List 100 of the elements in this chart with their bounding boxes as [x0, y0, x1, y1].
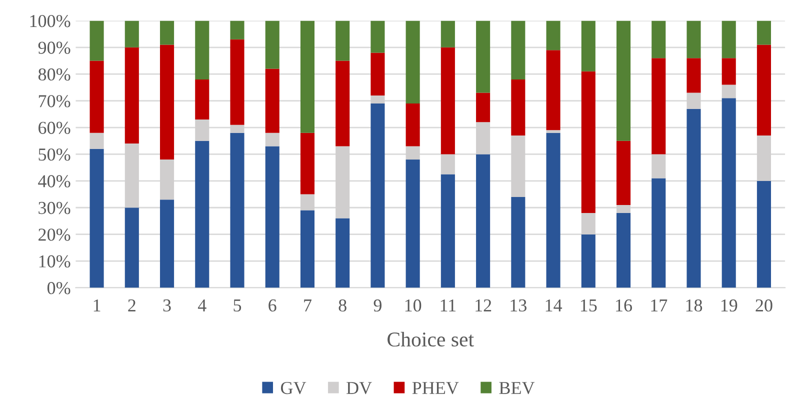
bar	[336, 60, 350, 146]
x-tick-label: 14	[546, 299, 562, 312]
y-tick-label: 10%	[39, 255, 70, 268]
bar	[440, 174, 455, 288]
bar	[686, 20, 701, 58]
legend-label: PHEV	[412, 382, 459, 394]
bar	[616, 212, 631, 288]
bar	[686, 58, 701, 93]
bar	[90, 132, 104, 149]
bar	[652, 58, 666, 154]
bar	[546, 132, 560, 288]
bar	[406, 160, 420, 288]
y-tick-label: 80%	[38, 68, 70, 81]
bar	[265, 68, 280, 133]
bar	[265, 20, 280, 69]
bar	[722, 20, 736, 58]
x-tick-label: 19	[721, 299, 738, 312]
bar	[756, 20, 771, 45]
bar	[511, 20, 526, 80]
bar	[336, 20, 350, 61]
bar	[195, 79, 210, 120]
bar	[300, 132, 314, 194]
bar	[300, 210, 314, 288]
bar	[722, 84, 736, 98]
bar	[370, 20, 385, 53]
bar	[722, 98, 736, 288]
y-tick-label: 90%	[38, 42, 70, 54]
bar	[160, 200, 174, 288]
bar	[652, 20, 666, 58]
bar	[265, 132, 280, 146]
x-tick-label: 15	[580, 299, 597, 312]
bar	[230, 132, 244, 288]
y-tick-label: 100%	[30, 14, 70, 28]
legend-label: GV	[280, 382, 306, 394]
x-tick-label: 20	[756, 299, 772, 312]
bar	[230, 39, 244, 125]
bar	[581, 234, 596, 288]
bar	[195, 20, 210, 80]
x-tick-label: 6	[268, 299, 276, 312]
bar	[756, 180, 771, 288]
x-tick-label: 8	[338, 299, 346, 312]
bar	[406, 20, 420, 104]
bar	[476, 92, 490, 122]
bar	[160, 20, 174, 45]
y-tick-label: 60%	[38, 122, 70, 134]
y-tick-label: 70%	[38, 95, 70, 108]
bar	[90, 20, 104, 61]
x-tick-label: 10	[405, 299, 422, 312]
x-tick-label: 5	[234, 300, 242, 312]
bar	[124, 20, 139, 48]
x-tick-label: 18	[686, 299, 702, 312]
bar	[476, 154, 490, 288]
bar	[90, 60, 104, 133]
x-tick-label: 2	[128, 299, 136, 312]
bar	[581, 20, 596, 72]
bar	[265, 146, 280, 288]
y-tick-label: 20%	[38, 228, 70, 241]
bar	[546, 50, 560, 130]
x-axis-title: Choice set	[388, 332, 474, 347]
bar	[160, 44, 174, 160]
legend-label: DV	[346, 382, 372, 394]
x-tick-label: 4	[198, 299, 206, 312]
x-tick-label: 17	[651, 299, 668, 312]
bar	[546, 130, 560, 133]
bar	[616, 140, 631, 205]
bar	[616, 20, 631, 141]
legend-label: BEV	[499, 382, 535, 394]
x-tick-label: 16	[616, 299, 632, 312]
bar	[652, 178, 666, 288]
bar	[686, 108, 701, 288]
bar	[406, 103, 420, 146]
bar	[546, 20, 560, 50]
bar	[90, 148, 104, 288]
bar	[440, 47, 455, 154]
bar	[124, 208, 139, 288]
bar	[124, 47, 139, 144]
y-tick-label: 40%	[38, 175, 70, 188]
bar	[581, 71, 596, 213]
x-tick-label: 13	[510, 299, 526, 312]
x-tick-label: 1	[94, 299, 100, 312]
x-tick-label: 12	[476, 299, 492, 312]
x-tick-label: 11	[440, 299, 456, 312]
bar	[370, 103, 385, 288]
bar	[722, 58, 736, 85]
bar	[195, 140, 210, 288]
y-tick-label: 0%	[47, 282, 70, 294]
bar	[336, 218, 350, 288]
bar	[511, 196, 526, 288]
y-tick-label: 50%	[38, 148, 70, 161]
bar	[511, 79, 526, 136]
bar	[230, 20, 244, 40]
bar	[440, 20, 455, 48]
x-tick-label: 9	[374, 299, 382, 312]
bar	[370, 52, 385, 96]
y-tick-label: 30%	[38, 202, 70, 214]
bar	[756, 44, 771, 136]
x-tick-label: 3	[163, 299, 171, 312]
bar	[476, 20, 490, 93]
x-tick-label: 7	[304, 300, 312, 312]
bar	[300, 20, 314, 133]
